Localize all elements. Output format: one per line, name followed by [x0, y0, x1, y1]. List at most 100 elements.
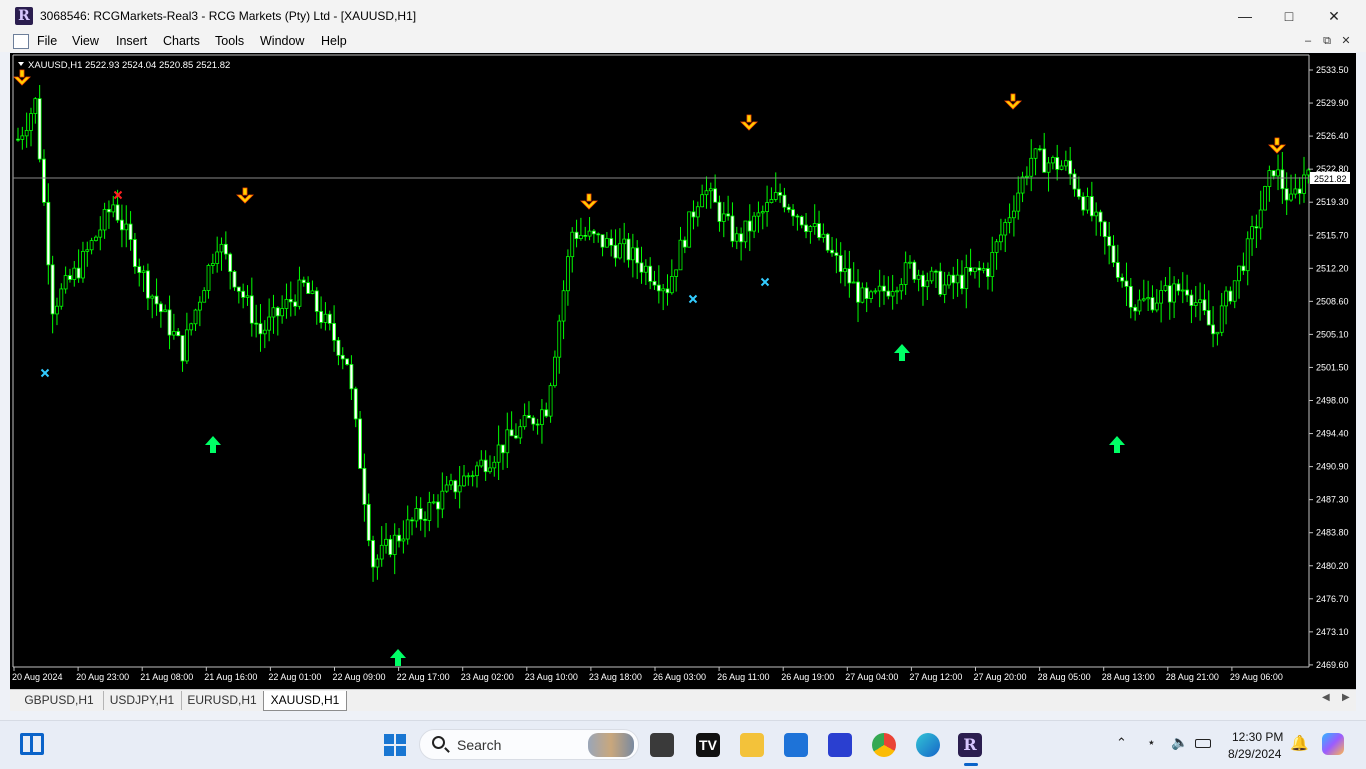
candle-body — [145, 270, 150, 299]
time-tick-label: 21 Aug 08:00 — [140, 672, 193, 682]
candle-body — [1020, 176, 1025, 194]
tab-xauusd[interactable]: XAUUSD,H1 — [263, 691, 347, 711]
chrome-icon[interactable] — [872, 733, 896, 757]
file-explorer-icon[interactable] — [740, 733, 764, 757]
candle-body — [288, 299, 293, 303]
candle-body — [981, 268, 986, 271]
maximize-button[interactable]: □ — [1284, 8, 1294, 24]
candle-body — [319, 311, 324, 323]
tab-gbpusd[interactable]: GBPUSD,H1 — [15, 691, 104, 710]
candle-body — [462, 475, 466, 487]
candle-body — [566, 256, 570, 292]
time-tick-label: 23 Aug 10:00 — [525, 672, 578, 682]
start-button-icon[interactable] — [384, 734, 406, 756]
candle-body — [1098, 211, 1103, 223]
app-shortcut-icon[interactable] — [828, 733, 852, 757]
taskbar-search[interactable]: Search — [419, 729, 639, 760]
microsoft-store-icon[interactable] — [784, 733, 808, 757]
price-tick-label: 2515.70 — [1316, 230, 1349, 240]
candle-body — [678, 239, 683, 271]
wifi-icon[interactable]: ⋆ — [1147, 734, 1156, 750]
candle-body — [124, 223, 129, 231]
menu-window[interactable]: Window — [260, 34, 305, 48]
menu-charts[interactable]: Charts — [163, 34, 200, 48]
menu-tools[interactable]: Tools — [215, 34, 245, 48]
candle-body — [171, 331, 176, 336]
candle-body — [665, 288, 670, 294]
candle-body — [1068, 160, 1073, 175]
price-chart[interactable]: XAUUSD,H1 2522.93 2524.04 2520.85 2521.8… — [10, 53, 1356, 690]
minimize-button[interactable]: — — [1238, 8, 1252, 24]
signals-layer — [13, 69, 1286, 666]
close-button[interactable]: ✕ — [1328, 8, 1340, 24]
candle-body — [1254, 226, 1259, 229]
task-view-icon[interactable] — [650, 733, 674, 757]
title-bar: R 3068546: RCGMarkets-Real3 - RCG Market… — [0, 0, 1366, 32]
show-hidden-icons-chevron-icon[interactable]: ⌃ — [1116, 735, 1127, 750]
candle-body — [825, 233, 830, 251]
candle-body — [107, 208, 111, 213]
edge-icon[interactable] — [916, 733, 940, 757]
candle-body — [773, 192, 778, 200]
candle-body — [332, 323, 336, 341]
clock-time[interactable]: 12:30 PM — [1232, 730, 1284, 744]
candle-body — [713, 188, 718, 203]
candle-body — [33, 98, 38, 114]
candle-body — [1102, 221, 1107, 238]
time-tick-label: 27 Aug 12:00 — [909, 672, 962, 682]
tradingview-icon[interactable]: TV — [696, 733, 720, 757]
chart-window-icon[interactable] — [13, 34, 29, 49]
candle-body — [769, 199, 774, 203]
menu-file[interactable]: File — [37, 34, 58, 48]
candle-body — [890, 291, 895, 297]
candle-body — [591, 230, 596, 235]
candle-body — [362, 467, 367, 505]
candle-body — [1063, 160, 1068, 167]
candle-body — [899, 284, 904, 292]
candle-body — [1302, 174, 1306, 194]
mdi-minimize-button[interactable]: – — [1304, 35, 1312, 47]
battery-icon[interactable] — [1195, 739, 1211, 748]
copilot-icon[interactable] — [1322, 733, 1344, 755]
candle-body — [323, 313, 328, 323]
candle-body — [345, 358, 349, 365]
candle-body — [488, 467, 492, 473]
time-tick-label: 28 Aug 05:00 — [1038, 672, 1091, 682]
candle-body — [630, 247, 635, 261]
menu-help[interactable]: Help — [321, 34, 347, 48]
candle-body — [1150, 297, 1155, 311]
candle-body — [1167, 285, 1172, 303]
tabs-scroll-left-icon[interactable]: ◀ — [1322, 692, 1330, 703]
volume-icon[interactable]: 🔈 — [1171, 734, 1189, 750]
candle-body — [115, 204, 120, 221]
candle-body — [643, 265, 648, 273]
time-tick-label: 23 Aug 18:00 — [589, 672, 642, 682]
clock-date[interactable]: 8/29/2024 — [1228, 747, 1282, 761]
candle-body — [271, 307, 276, 318]
candle-body — [1163, 285, 1168, 291]
candle-body — [1189, 294, 1194, 306]
menu-view[interactable]: View — [72, 34, 99, 48]
menu-insert[interactable]: Insert — [116, 34, 148, 48]
candle-body — [938, 270, 943, 295]
mdi-close-button[interactable]: ✕ — [1341, 35, 1351, 47]
widgets-icon[interactable] — [20, 733, 44, 755]
candle-body — [1042, 148, 1047, 173]
mdi-restore-button[interactable]: ⧉ — [1323, 35, 1331, 47]
rcg-terminal-icon[interactable]: R — [958, 733, 982, 757]
candle-body — [1293, 188, 1298, 195]
candle-body — [1146, 297, 1151, 300]
candle-body — [682, 239, 687, 248]
chart-menu-triangle-icon[interactable] — [18, 62, 24, 66]
candle-body — [600, 234, 605, 248]
notification-bell-icon[interactable]: 🔔 — [1290, 735, 1309, 752]
candle-body — [388, 538, 393, 555]
tab-usdjpy[interactable]: USDJPY,H1 — [103, 691, 182, 710]
tabs-scroll-right-icon[interactable]: ▶ — [1342, 692, 1350, 703]
candle-body — [739, 233, 744, 243]
candle-body — [1115, 262, 1120, 278]
candle-body — [540, 409, 544, 425]
candle-body — [1141, 298, 1146, 301]
price-tick-label: 2483.80 — [1316, 528, 1349, 538]
tab-eurusd[interactable]: EURUSD,H1 — [181, 691, 264, 710]
